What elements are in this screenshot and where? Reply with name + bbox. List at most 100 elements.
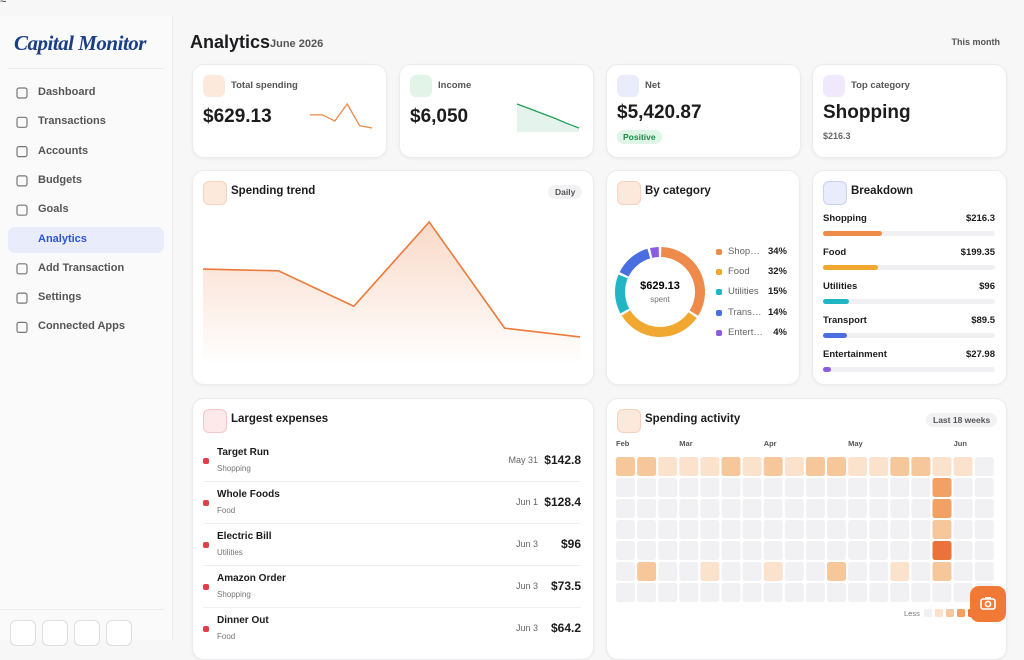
expense-amount: $73.5 <box>550 579 581 593</box>
heat-cell <box>616 562 635 581</box>
stat-value: $629.13 <box>203 106 272 127</box>
expense-dot <box>203 500 209 506</box>
heat-cell <box>637 541 657 560</box>
donut-segment <box>615 274 630 314</box>
heat-cell <box>890 583 910 602</box>
expense-amount: $142.8 <box>544 453 581 467</box>
heat-cell <box>805 478 825 497</box>
heat-cell <box>911 499 931 518</box>
expense-date: Jun 3 <box>515 581 538 591</box>
nav-item[interactable]: Goals <box>38 203 69 216</box>
nav-icon <box>16 292 28 304</box>
expense-date: Jun 3 <box>515 623 538 633</box>
legend-value: 34% <box>767 246 787 257</box>
trend-chart <box>202 220 581 365</box>
nav-icons <box>16 87 28 333</box>
nav-item[interactable]: Accounts <box>38 144 89 157</box>
card-title: Largest expenses <box>231 413 329 425</box>
heatmap: Feb Mar Apr May Jun Less <box>616 439 994 618</box>
stat-label: Top category <box>851 80 910 91</box>
nav-item[interactable]: Connected Apps <box>38 320 125 333</box>
bar-track <box>823 265 995 270</box>
nav-item[interactable]: Add Transaction <box>38 261 125 274</box>
range-select[interactable]: This month <box>951 37 1001 47</box>
nav-icon <box>16 116 28 128</box>
legend-dot <box>716 329 722 336</box>
donut-segment <box>619 248 651 277</box>
heat-cell <box>848 562 868 581</box>
heat-cell <box>763 520 783 539</box>
nav-item[interactable]: Analytics <box>38 232 87 245</box>
expense-category: Food <box>217 632 236 641</box>
breakdown-label: Entertainment <box>823 349 887 360</box>
heat-cell <box>869 457 889 476</box>
nav-item[interactable]: Dashboard <box>38 86 96 98</box>
heat-cell <box>932 457 952 476</box>
nav-item[interactable]: Settings <box>38 291 82 304</box>
stat-value: $6,050 <box>410 106 469 127</box>
heat-cell <box>890 562 910 581</box>
heat-cell <box>932 541 952 560</box>
heat-cell <box>805 583 825 602</box>
heat-cell <box>805 562 825 581</box>
toolbar-button[interactable] <box>74 620 100 646</box>
heat-cell <box>805 520 825 539</box>
trend-area <box>203 222 580 365</box>
toolbar-button[interactable] <box>42 620 68 646</box>
heat-cell <box>658 562 678 581</box>
heat-cell <box>637 457 657 476</box>
toolbar-button[interactable] <box>10 620 36 646</box>
donut: $629.13 spent <box>615 247 705 337</box>
nav-item[interactable]: Transactions <box>38 115 106 128</box>
camera-button[interactable] <box>970 586 1006 622</box>
bar-track <box>823 231 995 236</box>
heat-cell <box>953 520 973 539</box>
heat-cell <box>911 583 931 602</box>
breakdown-value: $27.98 <box>965 349 995 360</box>
heat-cell <box>953 499 973 518</box>
bar-track <box>823 333 995 338</box>
nav-item[interactable]: Budgets <box>38 173 82 186</box>
heat-cell <box>911 520 931 539</box>
expense-name: Whole Foods <box>217 489 280 500</box>
toolbar-button[interactable] <box>106 620 132 646</box>
card-icon <box>203 409 227 433</box>
heat-cell <box>700 457 720 476</box>
heat-cell <box>637 520 657 539</box>
legend-swatch <box>946 609 954 617</box>
heat-cell <box>890 499 910 518</box>
bar <box>823 265 878 270</box>
stat-icon <box>617 75 639 97</box>
bar <box>823 299 850 304</box>
bar <box>823 367 831 372</box>
heat-cell <box>721 457 741 476</box>
heat-cell <box>932 583 952 602</box>
heat-cell <box>700 583 720 602</box>
heat-cell <box>742 562 762 581</box>
heat-cell <box>700 520 720 539</box>
heat-cell <box>616 478 635 497</box>
expense-name: Electric Bill <box>217 531 272 542</box>
breakdown-value: $89.5 <box>971 315 995 326</box>
stat-icon <box>410 75 432 97</box>
heat-cell <box>974 499 994 518</box>
card-title: Breakdown <box>851 185 913 197</box>
breakdown-label: Transport <box>823 315 867 326</box>
heat-cell <box>827 457 846 476</box>
heat-cell <box>637 499 657 518</box>
heat-cell <box>763 499 783 518</box>
heat-cell <box>679 583 699 602</box>
heat-cell <box>721 583 741 602</box>
heat-cell <box>848 520 868 539</box>
heat-cell <box>827 478 846 497</box>
heat-cell <box>953 562 973 581</box>
heat-cell <box>700 499 720 518</box>
heat-cell <box>658 457 678 476</box>
logo[interactable]: Capital Monitor <box>14 31 146 55</box>
bar <box>823 333 848 338</box>
heat-cell <box>974 457 994 476</box>
heat-cell <box>679 562 699 581</box>
heat-cell <box>784 499 804 518</box>
heat-cell <box>932 562 952 581</box>
legend-value: 4% <box>773 326 787 338</box>
